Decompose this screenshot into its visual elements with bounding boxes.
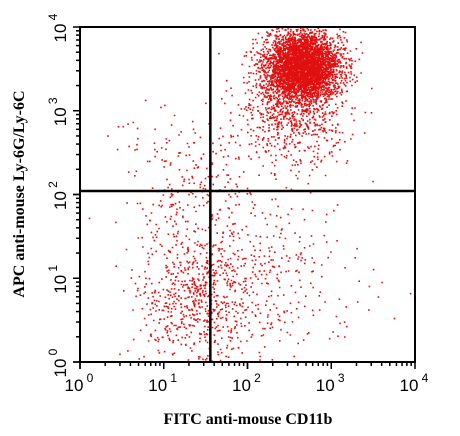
x-tick-label: 10 (65, 376, 84, 395)
y-tick-exponent: 2 (46, 181, 60, 188)
y-tick-label: 10 (51, 359, 70, 378)
x-tick-exponent: 2 (254, 371, 261, 385)
scatter-point-cloud (88, 27, 412, 363)
y-tick-group: 101 (46, 265, 70, 294)
x-tick-exponent: 4 (422, 371, 429, 385)
y-tick-label: 10 (51, 107, 70, 126)
y-tick-label: 10 (51, 275, 70, 294)
x-tick-exponent: 0 (87, 371, 94, 385)
x-axis-title: FITC anti-mouse CD11b (164, 411, 333, 428)
y-tick-group: 103 (46, 97, 70, 126)
y-tick-exponent: 1 (46, 265, 60, 272)
x-tick-exponent: 1 (170, 371, 177, 385)
x-axis-ticks: 10 0 10 1 10 2 10 3 10 4 (65, 362, 429, 395)
y-tick-group: 10 4 (46, 13, 70, 42)
x-tick-label: 10 (148, 376, 167, 395)
scatter-points (88, 27, 412, 363)
y-tick-group: 10 0 (46, 348, 70, 377)
y-tick-label: 10 (51, 191, 70, 210)
y-tick-exponent: 0 (46, 348, 60, 355)
y-tick-group: 102 (46, 181, 70, 210)
x-tick-label: 10 (232, 376, 251, 395)
x-tick-label: 10 (400, 376, 419, 395)
y-tick-exponent: 4 (46, 13, 60, 20)
x-tick-exponent: 3 (338, 371, 345, 385)
x-tick-label: 10 (316, 376, 335, 395)
y-tick-label: 10 (51, 24, 70, 43)
y-tick-exponent: 3 (46, 97, 60, 104)
y-axis-title: APC anti-mouse Ly-6G/Ly-6C (11, 90, 28, 297)
